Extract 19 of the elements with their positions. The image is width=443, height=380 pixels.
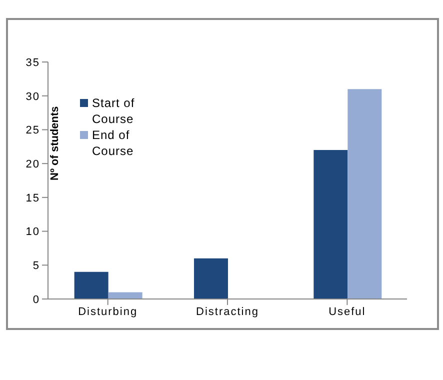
bar: [314, 150, 348, 299]
legend-label: End of Course: [92, 127, 135, 159]
x-tick-label: Disturbing: [78, 306, 138, 318]
y-tick-label: 25: [26, 124, 40, 137]
bar: [194, 258, 228, 299]
bar: [108, 292, 142, 299]
y-tick-label: 15: [26, 192, 40, 204]
y-axis-title: Nº of students: [48, 106, 61, 180]
y-tick-label: 30: [26, 90, 40, 103]
bar: [348, 89, 382, 299]
y-tick-label: 20: [26, 158, 40, 170]
y-tick-label: 0: [32, 294, 40, 306]
y-tick-label: 35: [26, 56, 40, 69]
legend-label: Start of Course: [92, 95, 136, 127]
y-tick-label: 5: [32, 260, 40, 272]
y-tick-label: 10: [26, 226, 40, 238]
x-tick-label: Useful: [328, 306, 366, 318]
x-tick-label: Distracting: [196, 306, 259, 318]
bar: [74, 272, 108, 299]
